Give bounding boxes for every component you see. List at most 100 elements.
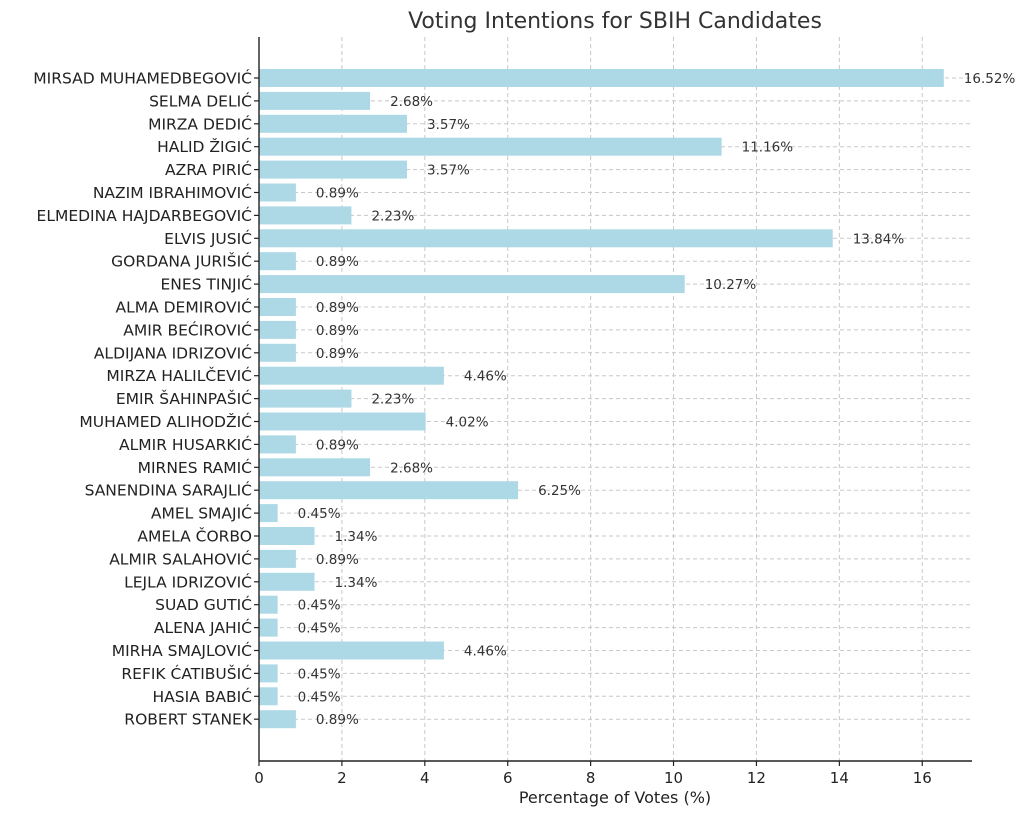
bar (259, 183, 296, 202)
x-axis-label: Percentage of Votes (%) (519, 788, 711, 807)
x-tick-label: 12 (747, 769, 766, 787)
category-label: MIRNES RAMIĆ (138, 458, 252, 477)
bar (259, 412, 426, 431)
value-label: 0.45% (298, 598, 341, 614)
category-label: ROBERT STANEK (124, 711, 253, 729)
value-label: 2.68% (390, 460, 433, 476)
category-label: NAZIM IBRAHIMOVIĆ (93, 183, 252, 202)
bar (259, 69, 944, 87)
value-label: 13.84% (853, 231, 905, 247)
value-label: 0.89% (316, 437, 359, 453)
value-label: 0.89% (316, 346, 359, 362)
value-label: 0.89% (316, 323, 359, 339)
category-label: MIRHA SMAJLOVIĆ (112, 641, 252, 660)
value-label: 0.89% (316, 552, 359, 568)
bar (259, 618, 278, 637)
x-ticks: 0 2 4 6 8 10 12 14 16 (254, 77, 932, 787)
category-label: AMIR BEĆIROVIĆ (123, 320, 252, 339)
x-tick-label: 10 (664, 769, 683, 787)
x-tick-label: 14 (830, 769, 849, 787)
bar (259, 366, 444, 385)
value-label: 3.57% (427, 163, 470, 179)
bar (259, 298, 296, 316)
x-tick-label: 0 (254, 769, 264, 787)
category-label: MUHAMED ALIHODŽIĆ (79, 412, 252, 431)
bar (259, 389, 352, 408)
category-label: REFIK ĆATIBUŠIĆ (121, 664, 252, 683)
bar (259, 710, 296, 729)
value-label: 1.34% (335, 529, 378, 545)
bar (259, 343, 296, 362)
x-tick-label: 2 (337, 769, 347, 787)
category-label: ALDIJANA IDRIZOVIĆ (94, 343, 252, 362)
category-label: ALMIR SALAHOVIĆ (109, 549, 252, 568)
bar (259, 481, 519, 500)
category-label: EMIR ŠAHINPAŠIĆ (116, 389, 252, 408)
category-label: MIRZA HALILČEVIĆ (106, 366, 252, 385)
bar (259, 549, 296, 568)
bar (259, 206, 352, 225)
x-tick-label: 6 (503, 769, 513, 787)
value-label: 4.46% (464, 369, 507, 385)
bar (259, 641, 444, 660)
bar (259, 160, 407, 179)
value-label: 0.45% (298, 689, 341, 705)
value-labels: 16.52% 2.68% 3.57% 11.16% 3.57% 0.89% 2.23% 13.… (298, 71, 1016, 728)
category-label: MIRSAD MUHAMEDBEGOVIĆ (33, 69, 252, 88)
category-label: LEJLA IDRIZOVIĆ (124, 572, 252, 591)
bar (259, 435, 296, 454)
bar (259, 320, 296, 339)
category-labels: MIRSAD MUHAMEDBEGOVIĆ SELMA DELIĆ MIRZA DE… (33, 69, 253, 729)
bar (259, 275, 685, 294)
category-label: HASIA BABIĆ (153, 687, 252, 706)
value-label: 11.16% (742, 140, 794, 156)
bar (259, 664, 278, 683)
bar (259, 595, 278, 614)
bar (259, 527, 315, 545)
value-label: 2.23% (371, 208, 414, 224)
category-label: SANENDINA SARAJLIĆ (85, 481, 252, 500)
category-label: ELVIS JUSIĆ (164, 229, 252, 248)
value-label: 0.45% (298, 506, 341, 522)
x-tick-label: 16 (913, 769, 932, 787)
category-label: MIRZA DEDIĆ (148, 114, 252, 133)
value-label: 0.89% (316, 712, 359, 728)
category-label: ALMIR HUSARKIĆ (119, 435, 252, 454)
value-label: 1.34% (335, 575, 378, 591)
x-tick-label: 8 (586, 769, 596, 787)
category-label: ELMEDINA HAJDARBEGOVIĆ (37, 206, 252, 225)
category-label: HALID ŽIGIĆ (157, 137, 252, 156)
value-label: 2.23% (371, 392, 414, 408)
value-label: 0.89% (316, 300, 359, 316)
category-label: ALENA JAHIĆ (154, 618, 252, 637)
bar (259, 687, 278, 706)
bar (259, 114, 407, 133)
value-label: 3.57% (427, 117, 470, 133)
category-label: AZRA PIRIĆ (165, 160, 252, 179)
x-tick-label: 4 (420, 769, 430, 787)
grid-lines (258, 37, 972, 761)
value-label: 0.45% (298, 666, 341, 682)
value-label: 4.46% (464, 644, 507, 660)
bar (259, 252, 296, 271)
value-label: 2.68% (390, 94, 433, 110)
value-label: 0.89% (316, 186, 359, 202)
value-label: 0.45% (298, 621, 341, 637)
value-label: 4.02% (446, 415, 489, 431)
bar (259, 458, 371, 477)
value-label: 10.27% (705, 277, 757, 293)
category-label: AMELA ČORBO (137, 527, 252, 546)
bar (259, 572, 315, 591)
category-label: GORDANA JURIŠIĆ (111, 252, 252, 271)
value-label: 0.89% (316, 254, 359, 270)
category-label: AMEL SMAJIĆ (151, 504, 252, 523)
category-label: ALMA DEMIROVIĆ (115, 298, 252, 317)
chart-title: Voting Intentions for SBIH Candidates (408, 9, 822, 34)
bar (259, 504, 278, 523)
category-label: ENES TINJIĆ (160, 275, 252, 294)
value-label: 6.25% (538, 483, 581, 499)
category-label: SELMA DELIĆ (149, 91, 252, 110)
bars (259, 69, 944, 729)
